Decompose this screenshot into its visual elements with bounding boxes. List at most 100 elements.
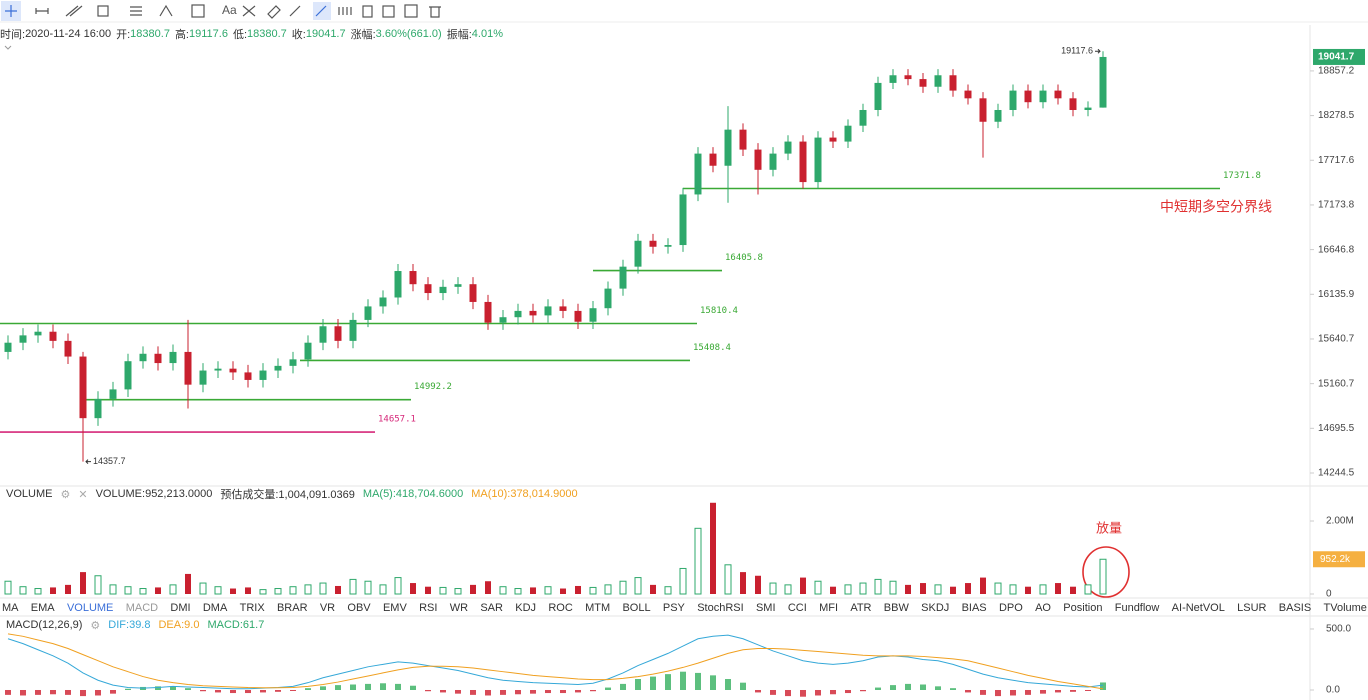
info-label: 涨幅: xyxy=(350,29,376,41)
macd-stat: MACD:61.7 xyxy=(207,619,265,631)
indicator-tab[interactable]: BBW xyxy=(883,601,909,614)
candle-body xyxy=(769,153,777,170)
indicator-tab[interactable]: VOLUME xyxy=(66,601,114,614)
tool-brush[interactable] xyxy=(242,5,256,17)
indicator-tab[interactable]: EMV xyxy=(382,601,407,614)
indicator-tab[interactable]: TRIX xyxy=(239,601,265,614)
y-tick-label: 17173.8 xyxy=(1318,200,1355,211)
y-tick-label: 15160.7 xyxy=(1318,378,1355,389)
indicator-tab[interactable]: LSUR xyxy=(1237,601,1267,614)
macd-bar xyxy=(350,684,356,690)
macd-bar xyxy=(560,689,566,694)
indicator-tab[interactable]: WR xyxy=(449,601,469,614)
macd-bar xyxy=(755,689,761,693)
indicator-tab[interactable]: VR xyxy=(319,601,336,614)
candle-body xyxy=(49,331,57,341)
indicator-tab[interactable]: MA xyxy=(2,601,19,614)
info-value: 4.01% xyxy=(471,28,503,40)
indicator-tab[interactable]: MTM xyxy=(585,601,611,614)
tool-crosshair[interactable] xyxy=(5,5,17,17)
tool-hline[interactable] xyxy=(35,8,49,14)
tool-measure[interactable] xyxy=(191,4,205,18)
indicator-tab[interactable]: TVolume xyxy=(1323,601,1367,614)
level-label: 15408.4 xyxy=(693,343,731,353)
tool-copy[interactable] xyxy=(382,5,395,18)
tool-delete[interactable] xyxy=(429,6,441,18)
panel-icon[interactable]: ⚙ xyxy=(90,619,101,632)
indicator-tab[interactable]: SKDJ xyxy=(921,601,950,614)
macd-bar xyxy=(320,686,326,690)
macd-bar xyxy=(1055,689,1061,693)
indicator-tab[interactable]: BASIS xyxy=(1278,601,1312,614)
tool-compare[interactable] xyxy=(338,7,352,15)
candle-body xyxy=(184,351,192,385)
tool-screenshot[interactable] xyxy=(404,4,418,18)
indicator-tab[interactable]: Fundflow xyxy=(1114,601,1160,614)
volume-bar xyxy=(1025,586,1031,594)
indicator-tab[interactable]: PSY xyxy=(662,601,685,614)
panel-title: MACD(12,26,9) xyxy=(6,619,83,631)
volume-bar xyxy=(634,577,642,595)
indicator-tab[interactable]: RSI xyxy=(419,601,438,614)
tool-magnet[interactable] xyxy=(267,5,281,19)
y-tick-label: 0.0 xyxy=(1326,685,1340,696)
indicator-tab[interactable]: DPO xyxy=(998,601,1023,614)
volume-bar xyxy=(1055,583,1061,594)
tool-fib[interactable] xyxy=(130,6,142,16)
info-value: 3.60%(661.0) xyxy=(375,28,442,40)
level-label: 17371.8 xyxy=(1223,171,1261,181)
tool-lock-bg xyxy=(313,2,331,20)
indicator-tab[interactable]: SAR xyxy=(480,601,503,614)
indicator-tab[interactable]: OBV xyxy=(347,601,371,614)
indicator-tab[interactable]: ATR xyxy=(850,601,872,614)
candle-body xyxy=(1099,56,1107,108)
indicator-tab[interactable]: AI-NetVOL xyxy=(1171,601,1225,614)
collapse-chevron[interactable] xyxy=(4,45,12,50)
indicator-tab[interactable]: SMI xyxy=(755,601,776,614)
panel-icon[interactable]: ✕ xyxy=(78,488,88,501)
macd-bar xyxy=(485,689,491,696)
tool-lock[interactable] xyxy=(315,5,327,17)
volume-bar xyxy=(425,586,431,594)
candle-body xyxy=(754,149,762,170)
high-marker: 19117.6 xyxy=(1061,46,1093,56)
tool-text[interactable]: Aa xyxy=(222,3,237,17)
candle-body xyxy=(334,326,342,341)
tool-rect[interactable] xyxy=(97,5,109,17)
indicator-tab[interactable]: ROC xyxy=(548,601,573,614)
candle-body xyxy=(1069,98,1077,110)
indicator-tab[interactable]: BRAR xyxy=(276,601,308,614)
candle-body xyxy=(934,75,942,87)
tool-template[interactable] xyxy=(362,5,373,18)
info-label: 振幅: xyxy=(446,29,472,41)
indicator-tab[interactable]: AO xyxy=(1035,601,1051,614)
indicator-tab[interactable]: MACD xyxy=(125,601,159,614)
volume-bar xyxy=(1099,558,1107,595)
tool-ruler[interactable] xyxy=(289,5,301,17)
indicator-tab[interactable]: KDJ xyxy=(515,601,537,614)
indicator-tab[interactable]: DMA xyxy=(202,601,228,614)
indicator-tab[interactable]: CCI xyxy=(787,601,807,614)
indicator-tab[interactable]: BIAS xyxy=(961,601,987,614)
marker-arrow xyxy=(1095,48,1101,54)
candle-body xyxy=(199,370,207,385)
tool-trend[interactable] xyxy=(65,5,83,17)
info-label: 收: xyxy=(291,29,306,41)
volume-bar xyxy=(335,585,341,594)
indicator-tab[interactable]: StochRSI xyxy=(697,601,744,614)
volume-bar xyxy=(259,589,267,595)
volume-bar xyxy=(589,586,597,595)
indicator-tab[interactable]: DMI xyxy=(170,601,191,614)
macd-stat: DIF:39.8 xyxy=(108,619,151,631)
volume-bar xyxy=(379,584,387,595)
indicator-tab[interactable]: EMA xyxy=(30,601,55,614)
tool-pattern[interactable] xyxy=(159,4,173,17)
indicator-tab[interactable]: MFI xyxy=(819,601,839,614)
indicator-tab[interactable]: BOLL xyxy=(622,601,651,614)
panel-icon[interactable]: ⚙ xyxy=(60,488,71,501)
candle-body xyxy=(844,125,852,142)
macd-bar xyxy=(710,675,716,690)
indicator-tab[interactable]: Position xyxy=(1063,601,1103,614)
candle-body xyxy=(634,240,642,267)
candle-body xyxy=(109,389,117,399)
